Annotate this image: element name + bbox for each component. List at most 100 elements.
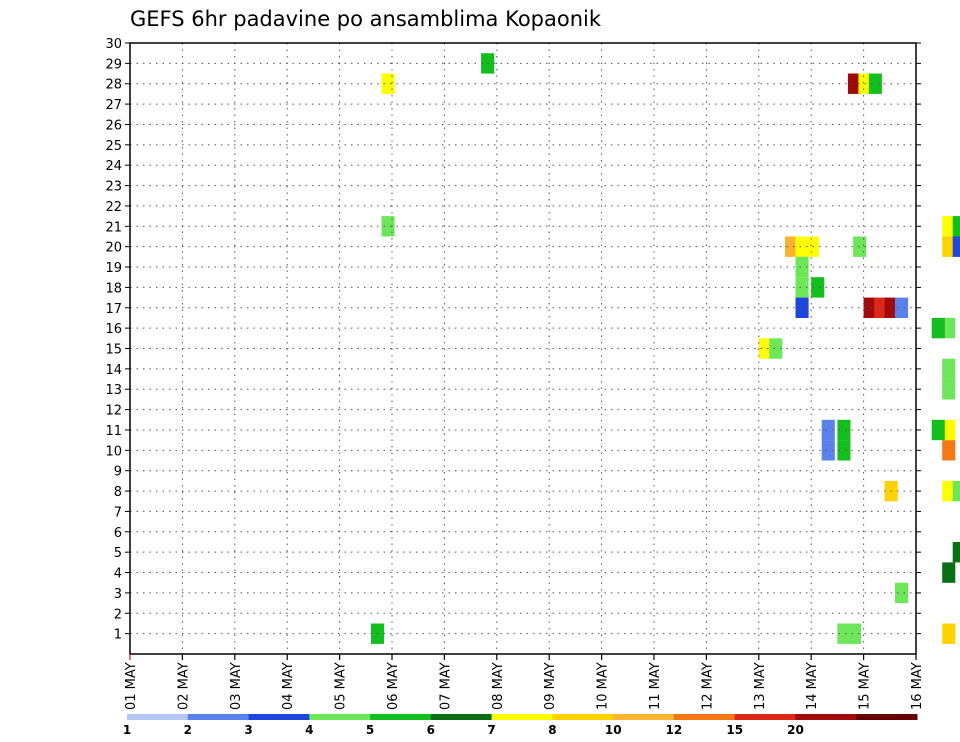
y-tick-label: 24 [105,159,122,174]
precip-cell [785,236,799,257]
y-tick-label: 23 [105,180,122,195]
x-tick-label: 13 MAY [753,662,768,710]
legend-label: 10 [605,723,622,737]
precip-cell [795,256,809,278]
precip-cell [821,419,835,441]
x-tick-label: 08 MAY [491,662,506,710]
y-tick-label: 1 [114,628,122,643]
y-tick-label: 16 [105,322,122,337]
legend-swatch [552,714,614,720]
color-legend: 1 2 3 4 5 6 7 8 10 12 15 20 [123,714,918,737]
legend-swatch [491,714,553,720]
precip-cell [942,216,956,237]
y-tick-label: 28 [105,78,122,93]
x-tick-label: 04 MAY [281,662,296,710]
legend-label: 2 [184,723,192,737]
precip-cell [895,297,909,318]
x-tick-label: 10 MAY [596,662,611,710]
y-tick-label: 11 [105,424,122,439]
precip-cell [942,379,956,400]
y-tick-label: 17 [105,302,122,317]
y-tick-label: 20 [105,241,122,256]
y-tick-label: 22 [105,200,122,215]
precip-cell [931,317,945,339]
legend-label: 20 [787,723,804,737]
legend-swatch [127,714,189,720]
precip-cell [795,236,809,257]
precip-cell [381,73,395,94]
y-tick-label: 13 [105,383,122,398]
precip-cell [853,236,867,257]
legend-label: 15 [726,723,743,737]
precip-cell [837,440,851,461]
y-tick-label: 25 [105,139,122,154]
legend-label: 6 [427,723,435,737]
legend-label: 7 [487,723,495,737]
x-tick-label: 16 MAY [910,662,925,710]
x-tick-label: 03 MAY [229,662,244,710]
x-tick-label: 07 MAY [438,662,453,710]
legend-swatch [673,714,736,720]
precip-cell [942,317,956,339]
precip-cell [769,338,783,359]
y-tick-label: 2 [114,607,122,622]
x-tick-label: 05 MAY [334,662,349,710]
precip-cell [942,562,956,583]
x-tick-label: 01 MAY [124,662,139,710]
y-tick-label: 4 [114,567,122,582]
y-tick-label: 12 [105,404,122,419]
legend-label: 8 [548,723,556,737]
y-tick-label: 14 [105,363,122,378]
x-tick-label: 06 MAY [386,662,401,710]
precip-cell [758,338,772,359]
precip-cell [942,358,956,380]
y-tick-label: 7 [114,505,122,520]
precip-cell [795,277,809,298]
legend-label: 3 [244,723,252,737]
precip-cell [837,623,851,644]
precip-cell [795,297,809,318]
y-tick-label: 18 [105,281,122,296]
precip-cell [381,216,395,237]
x-tick-label: 14 MAY [805,662,820,710]
precip-cell [895,582,909,604]
legend-swatch [248,714,310,720]
y-tick-label: 15 [105,343,122,358]
precip-cell [847,73,861,94]
legend-label: 4 [305,723,313,737]
y-tick-label: 26 [105,118,122,133]
legend-swatch [370,714,432,720]
y-tick-label: 30 [105,37,122,52]
legend-label: 5 [366,723,374,737]
legend-label: 12 [666,723,683,737]
y-tick-label: 6 [114,526,122,541]
precip-cell [942,236,956,257]
precip-cell [942,480,956,502]
legend-swatch [613,714,675,720]
x-tick-label: 11 MAY [648,662,663,710]
y-tick-label: 3 [114,587,122,602]
y-tick-label: 10 [105,444,122,459]
x-tick-label: 12 MAY [700,662,715,710]
y-axis: 1234567891011121314151617181920212223242… [105,37,921,643]
y-tick-label: 5 [114,546,122,561]
y-tick-label: 27 [105,98,122,113]
precip-cell [942,419,956,441]
precip-cell [837,419,851,441]
grid-lines [130,43,916,654]
legend-swatch [734,714,796,720]
y-tick-label: 19 [105,261,122,276]
precip-cell [952,542,960,563]
x-tick-label: 09 MAY [543,662,558,710]
y-tick-label: 21 [105,220,122,235]
precip-cell [821,440,835,461]
legend-label: 1 [123,723,131,737]
precip-cell [952,216,960,237]
precip-cell [874,297,888,318]
precip-cell [952,480,960,502]
precip-cell [931,419,945,441]
legend-swatch [309,714,371,720]
precip-cell [952,236,960,257]
x-tick-label: 15 MAY [858,662,873,710]
legend-swatch [856,714,918,720]
